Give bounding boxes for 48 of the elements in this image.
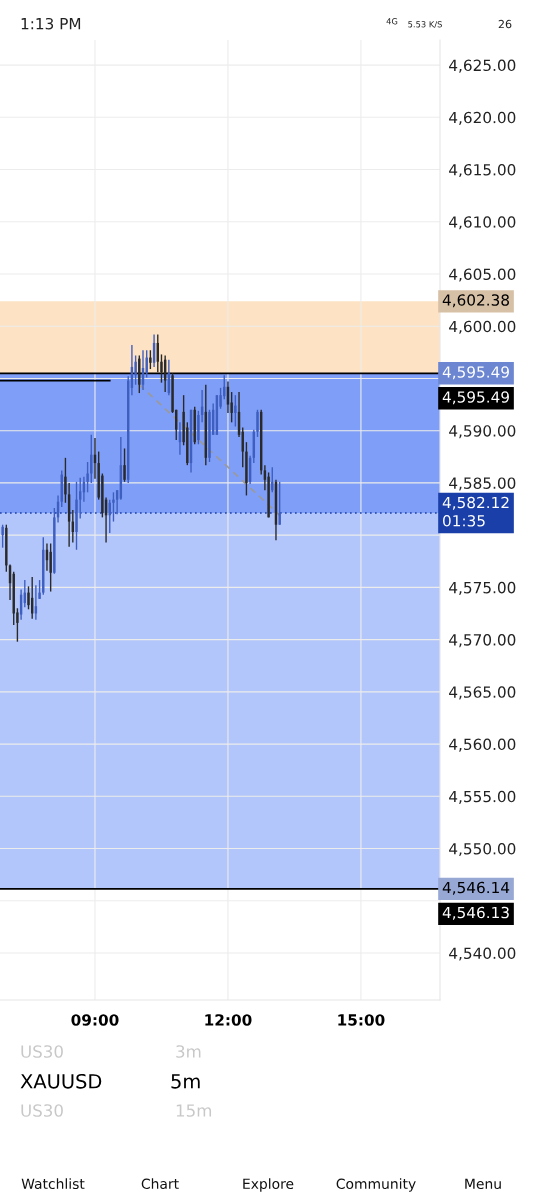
text: Chart <box>141 1178 179 1190</box>
text: 5m <box>171 1074 200 1089</box>
band-label: 4,602.38 <box>442 294 509 308</box>
y-tick-label: 4,625.00 <box>449 59 516 73</box>
band-label: 4,595.49 <box>442 366 509 380</box>
candlestick <box>234 394 237 428</box>
y-tick-label: 4,550.00 <box>449 843 516 857</box>
y-tick-label: 4,610.00 <box>449 216 516 230</box>
y-tick-label: 4,560.00 <box>449 738 516 752</box>
x-tick-label: 15:00 <box>338 1014 385 1026</box>
text: Community <box>336 1178 416 1192</box>
ref-line-label: 4,546.13 <box>442 906 509 920</box>
text: 1:13 PM <box>21 17 81 30</box>
candlestick <box>112 491 115 523</box>
candlestick <box>78 476 82 520</box>
x-tick-label: 12:00 <box>205 1014 252 1026</box>
y-tick-label: 4,590.00 <box>449 425 516 439</box>
y-tick-label: 4,585.00 <box>449 477 516 491</box>
y-tick-label: 4,600.00 <box>449 320 516 334</box>
y-tick-label: 4,575.00 <box>449 581 516 595</box>
y-tick-label: 4,605.00 <box>449 268 516 282</box>
y-tick-label: 4,615.00 <box>449 164 516 178</box>
text: Watchlist <box>21 1178 85 1190</box>
candlestick <box>123 447 126 483</box>
candlestick <box>160 353 163 384</box>
text: Explore <box>243 1178 294 1192</box>
band-label: 4,546.14 <box>442 881 510 895</box>
ref-line-label: 4,582.12 01:35 <box>442 496 509 527</box>
candlestick <box>278 481 281 526</box>
x-tick-label: 09:00 <box>71 1014 119 1026</box>
text: Menu <box>465 1178 501 1190</box>
text: 26 <box>498 19 512 29</box>
candlestick <box>149 349 152 370</box>
text: 5.53 K/S <box>408 21 442 29</box>
y-tick-label: 4,620.00 <box>449 111 516 125</box>
ref-line-label: 4,595.49 <box>442 391 509 405</box>
y-tick-label: 4,565.00 <box>449 686 516 700</box>
text: XAUUSD <box>20 1073 102 1089</box>
candlestick <box>49 542 52 593</box>
y-tick-label: 4,570.00 <box>449 634 516 648</box>
candlestick <box>90 434 93 484</box>
y-tick-label: 4,555.00 <box>449 790 516 804</box>
candlestick <box>245 441 248 497</box>
text: 4G <box>386 18 398 25</box>
candlestick <box>75 481 78 551</box>
y-tick-label: 4,540.00 <box>449 947 516 961</box>
candlestick <box>1 524 4 549</box>
candlestick <box>208 409 211 463</box>
